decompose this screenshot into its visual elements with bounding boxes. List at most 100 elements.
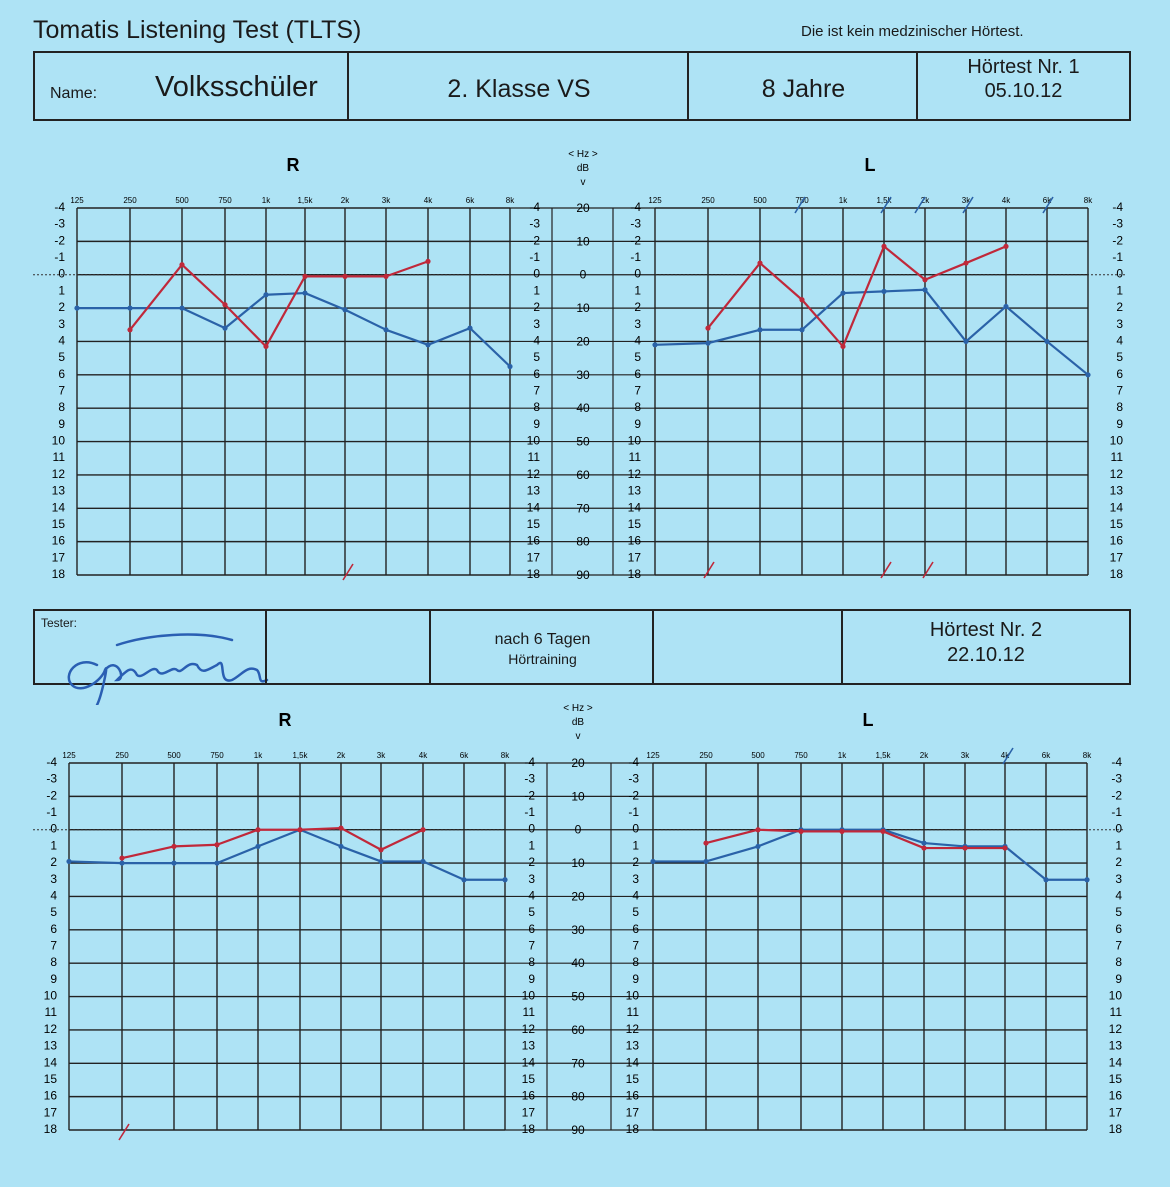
frequency-tick-label: 1,5k bbox=[292, 751, 308, 760]
hz-label: < Hz > bbox=[563, 703, 593, 714]
level-tick-label: 18 bbox=[527, 567, 541, 581]
level-tick-label: 5 bbox=[632, 905, 639, 919]
training-cell: nach 6 Tagen Hörtraining bbox=[429, 611, 654, 683]
db-tick-label: 10 bbox=[571, 856, 585, 870]
level-tick-label: 8 bbox=[634, 400, 641, 414]
frequency-tick-label: 250 bbox=[115, 751, 129, 760]
pen-mark bbox=[118, 1123, 130, 1141]
data-point bbox=[171, 843, 177, 850]
data-point bbox=[1003, 303, 1009, 310]
level-tick-label: 15 bbox=[527, 517, 541, 531]
data-point bbox=[222, 325, 228, 331]
frequency-tick-label: 6k bbox=[1042, 751, 1051, 760]
data-point bbox=[881, 243, 887, 249]
level-tick-label: 12 bbox=[44, 1022, 58, 1036]
db-tick-label: 50 bbox=[576, 435, 590, 449]
pen-mark bbox=[914, 196, 926, 214]
level-tick-label: 15 bbox=[626, 1072, 640, 1086]
level-tick-label: -2 bbox=[529, 233, 540, 247]
level-tick-label: -1 bbox=[46, 805, 57, 819]
frequency-tick-label: 1k bbox=[839, 196, 848, 205]
level-tick-label: 7 bbox=[50, 939, 57, 953]
pen-mark bbox=[1042, 196, 1054, 214]
series-line bbox=[705, 828, 1005, 850]
info-table: Tester: nach 6 Tagen Hörtraining Hörtest… bbox=[33, 609, 1131, 705]
level-tick-label: -1 bbox=[628, 805, 639, 819]
series-line bbox=[129, 260, 429, 348]
level-tick-label: 14 bbox=[1110, 500, 1124, 514]
level-tick-label: 8 bbox=[50, 955, 57, 969]
data-point bbox=[338, 825, 344, 831]
frequency-tick-label: 6k bbox=[460, 751, 469, 760]
level-tick-label: 7 bbox=[1116, 384, 1123, 398]
db-tick-label: 20 bbox=[571, 889, 585, 903]
data-point bbox=[962, 845, 968, 851]
series-line bbox=[77, 291, 511, 368]
level-tick-label: 1 bbox=[50, 838, 57, 852]
level-tick-label: 11 bbox=[528, 450, 541, 464]
level-tick-label: 16 bbox=[52, 534, 66, 548]
level-tick-label: 3 bbox=[632, 872, 639, 886]
level-tick-label: 9 bbox=[632, 972, 639, 986]
level-tick-label: 10 bbox=[527, 434, 541, 448]
level-tick-label: 6 bbox=[632, 922, 639, 936]
level-tick-label: 17 bbox=[522, 1105, 536, 1119]
level-tick-label: 8 bbox=[1116, 400, 1123, 414]
level-tick-label: 14 bbox=[1109, 1055, 1123, 1069]
level-tick-label: 13 bbox=[52, 484, 66, 498]
hz-label: < Hz > bbox=[568, 149, 598, 160]
data-point bbox=[1044, 338, 1050, 345]
frequency-tick-label: 4k bbox=[419, 751, 428, 760]
level-tick-label: 5 bbox=[1116, 350, 1123, 364]
db-tick-label: 0 bbox=[580, 268, 587, 282]
level-tick-label: 15 bbox=[1110, 517, 1124, 531]
level-tick-label: 11 bbox=[1111, 450, 1124, 464]
pen-mark bbox=[922, 561, 934, 579]
ear-label: R bbox=[287, 155, 300, 175]
level-tick-label: 2 bbox=[58, 300, 65, 314]
pen-mark bbox=[962, 196, 974, 214]
data-point bbox=[650, 858, 656, 865]
level-tick-label: 12 bbox=[522, 1022, 536, 1036]
level-tick-label: 18 bbox=[44, 1122, 58, 1136]
data-point bbox=[755, 843, 761, 850]
document-title: Tomatis Listening Test (TLTS) bbox=[33, 16, 362, 44]
level-tick-label: 15 bbox=[1109, 1072, 1123, 1086]
data-point bbox=[297, 827, 303, 833]
level-tick-label: 1 bbox=[634, 283, 641, 297]
level-tick-label: 1 bbox=[632, 838, 639, 852]
level-tick-label: -4 bbox=[529, 200, 540, 214]
frequency-tick-label: 8k bbox=[1084, 196, 1093, 205]
level-tick-label: 12 bbox=[626, 1022, 640, 1036]
level-tick-label: 13 bbox=[626, 1039, 640, 1053]
level-tick-label: 4 bbox=[632, 888, 639, 902]
level-tick-label: 4 bbox=[634, 333, 641, 347]
data-point bbox=[799, 297, 805, 303]
db-tick-label: 70 bbox=[576, 501, 590, 515]
level-tick-label: 4 bbox=[528, 888, 535, 902]
level-tick-label: -3 bbox=[1112, 217, 1123, 231]
level-tick-label: -2 bbox=[630, 233, 641, 247]
level-tick-label: 9 bbox=[58, 417, 65, 431]
db-tick-label: 20 bbox=[571, 756, 585, 770]
data-point bbox=[171, 860, 177, 866]
frequency-tick-label: 500 bbox=[175, 196, 189, 205]
data-point bbox=[66, 858, 72, 865]
signature-image bbox=[67, 633, 269, 705]
level-tick-label: 16 bbox=[44, 1089, 58, 1103]
level-tick-label: 10 bbox=[626, 989, 640, 1003]
frequency-tick-label: 4k bbox=[1001, 751, 1010, 760]
level-tick-label: 14 bbox=[522, 1055, 536, 1069]
frequency-tick-label: 2k bbox=[337, 751, 346, 760]
level-tick-label: -1 bbox=[1111, 805, 1122, 819]
level-tick-label: 2 bbox=[634, 300, 641, 314]
db-tick-label: 70 bbox=[571, 1056, 585, 1070]
data-point bbox=[1003, 243, 1009, 249]
level-tick-label: 11 bbox=[523, 1005, 536, 1019]
level-tick-label: 11 bbox=[45, 1005, 58, 1019]
data-point bbox=[652, 342, 658, 348]
level-tick-label: 16 bbox=[1109, 1089, 1123, 1103]
data-point bbox=[963, 338, 969, 345]
level-tick-label: 0 bbox=[50, 822, 57, 836]
